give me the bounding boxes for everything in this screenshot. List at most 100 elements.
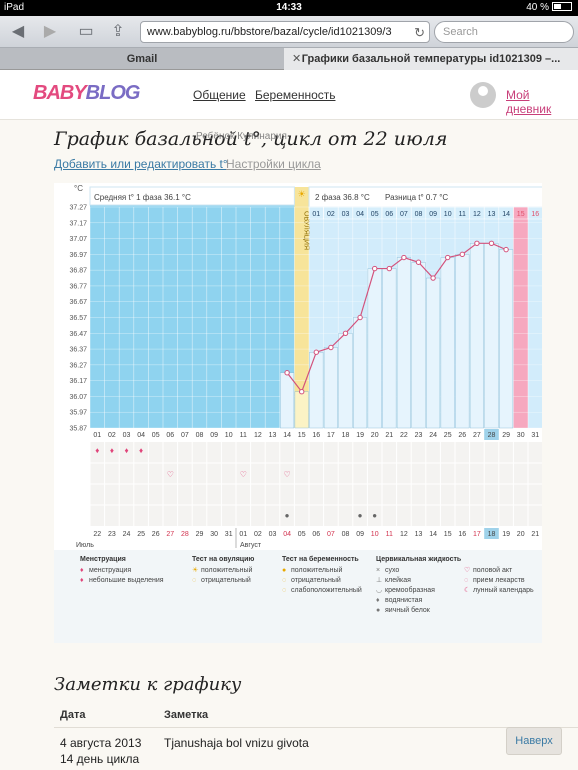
my-diary-link[interactable]: Мой дневник [506,88,552,116]
legend-cervical-icon: ♦ [376,597,380,604]
x-tick-label: 28 [488,432,496,439]
x-tick-label: 16 [312,432,320,439]
search-input[interactable]: Search [434,21,574,43]
ovulation-band [294,187,309,428]
legend-panel [54,550,542,646]
reload-icon[interactable]: ↻ [414,25,425,40]
legend-cervical-icon: × [376,567,380,574]
temperature-point [386,265,392,272]
temperature-bar [382,268,397,429]
share-icon[interactable]: ⇪ [111,23,125,40]
dropdown-overlay-text: Ребёнок Кулинария [196,131,287,142]
intercourse-heart-icon: ♡ [167,470,174,479]
legend-cervical-title: Цервикальная жидкость [376,556,462,563]
calendar-date-label: 10 [371,531,379,538]
temperature-point [415,259,422,265]
phase2-day-label: 09 [429,211,437,218]
cervical-fluid-icon: ● [372,511,377,520]
x-tick-label: 23 [415,432,423,439]
x-tick-label: 11 [240,432,247,439]
back-to-top-button[interactable]: Наверх [506,727,562,755]
notes-title: Заметки к графику [54,674,242,695]
x-tick-label: 15 [298,432,306,439]
temperature-bar [280,372,295,429]
temperature-point [401,254,407,261]
legend-pregnancy_test-item: отрицательный [291,576,341,584]
y-tick-label: 35.87 [69,426,87,433]
cycle-settings-link[interactable]: Настройки цикла [226,157,321,171]
legend-ovulation_test-item: положительный [201,566,253,574]
temperature-bar [353,317,368,429]
temperature-bar [367,268,382,429]
note-text: Tjanushaja bol vnizu givota [164,736,309,750]
x-tick-label: 19 [356,432,364,439]
legend-cervical-item: сухо [385,567,399,574]
legend-other-item: лунный календарь [473,586,534,594]
legend-menstruation-icon: ♦ [80,577,84,584]
battery-indicator: 40 % [526,2,572,13]
legend-menstruation-title: Менструация [80,556,126,563]
url-field[interactable]: www.babyblog.ru/bbstore/bazal/cycle/id10… [140,21,430,43]
phase2-day-label: 08 [415,211,423,218]
x-tick-label: 29 [502,432,510,439]
phase2-day-label: 15 [517,211,525,218]
tab-babyblog[interactable]: ✕ Графики базальной температуры id102130… [284,48,578,70]
legend-cervical-item: водянистая [385,597,423,604]
tab-gmail[interactable]: Gmail [126,53,158,65]
month-august-label: Август [240,542,262,549]
x-tick-label: 06 [166,432,174,439]
add-temperature-link[interactable]: Добавить или редактировать t° [54,157,228,171]
temperature-bar [338,333,353,429]
legend-pregnancy_test-icon: ◌ [282,587,286,594]
calendar-date-label: 16 [458,531,466,538]
x-tick-label: 18 [342,432,350,439]
menstruation-icon: ♦ [110,446,114,455]
temperature-point [342,330,349,336]
phase1-header [89,186,295,206]
y-tick-label: 36.27 [69,362,87,369]
calendar-date-label: 24 [123,531,131,538]
x-tick-label: 08 [196,432,204,439]
y-tick-label: 36.37 [69,347,87,354]
x-tick-label: 13 [269,432,277,439]
x-tick-label: 10 [225,432,233,439]
ovulation-label: ОВУЛЯЦИЯ [303,211,310,250]
nav-pregnancy[interactable]: Беременность [255,88,336,102]
menstruation-icon: ♦ [95,446,99,455]
calendar-date-label: 20 [517,531,525,538]
calendar-date-label: 03 [269,531,277,538]
bookmarks-icon[interactable]: ▭ [78,23,94,40]
nav-community[interactable]: Общение [193,88,246,102]
babyblog-logo[interactable]: BABYBLOG [33,82,140,104]
forward-icon[interactable]: ▶ [43,23,57,40]
temperature-bar [411,262,426,429]
cervical-fluid-icon: ● [358,511,363,520]
notes-col-date: Дата [60,709,86,721]
back-icon[interactable]: ◀ [11,23,25,40]
calendar-date-label: 07 [327,531,335,538]
x-tick-label: 01 [93,432,101,439]
close-tab-icon[interactable]: ✕ [292,53,302,65]
y-tick-label: 36.77 [69,283,87,290]
menstruation-icon: ♦ [124,446,128,455]
intercourse-heart-icon: ♡ [240,470,247,479]
phase2-day-label: 05 [371,211,379,218]
temperature-bar [455,254,470,429]
y-tick-label: 36.07 [69,394,87,401]
browser-toolbar: ◀ ▶ ▭ ⇪ www.babyblog.ru/bbstore/bazal/cy… [0,16,578,48]
calendar-date-label: 31 [225,531,233,538]
temperature-bar [469,243,484,429]
phase2-day-label: 11 [459,211,466,218]
x-tick-label: 12 [254,432,262,439]
calendar-date-label: 27 [166,531,174,538]
legend-pregnancy_test-icon: ◌ [282,577,286,584]
today-date-highlight [484,528,499,539]
today-highlight [484,429,499,440]
phase2-day-label: 01 [312,211,320,218]
phase2-day-label: 07 [400,211,408,218]
y-tick-label: 36.67 [69,299,87,306]
calendar-date-label: 17 [473,531,481,538]
x-tick-label: 05 [152,432,160,439]
phase2-day-label: 02 [327,211,335,218]
avatar[interactable] [470,82,496,108]
